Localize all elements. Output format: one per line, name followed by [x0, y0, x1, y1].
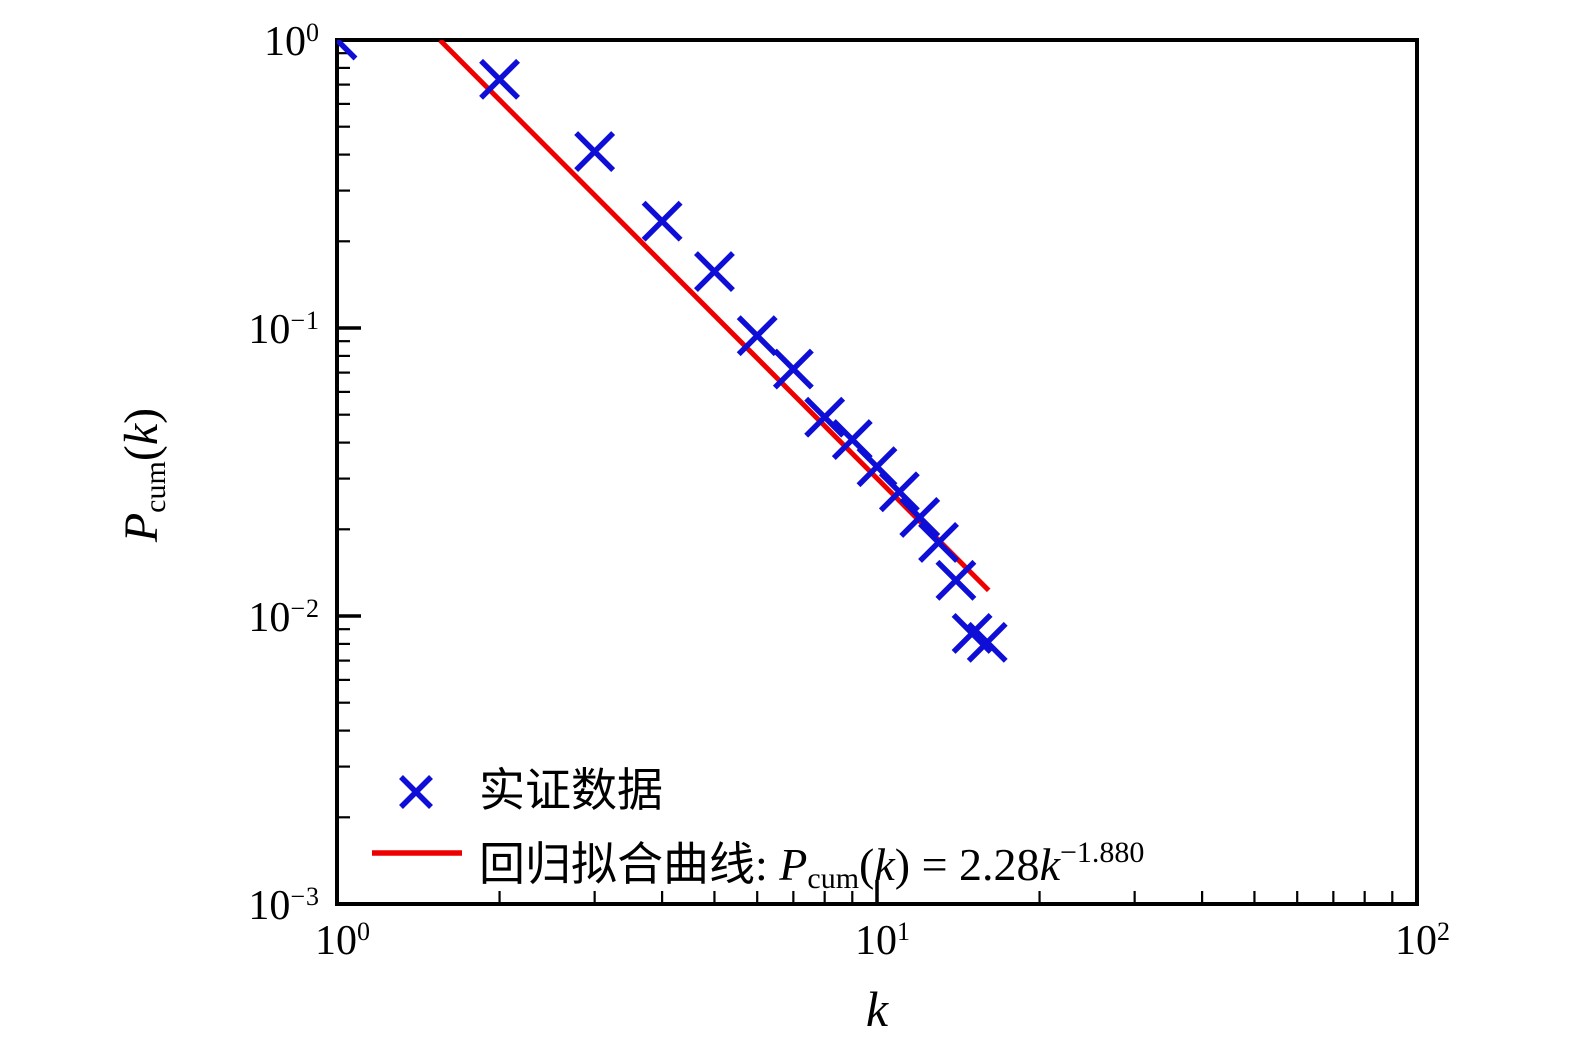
data-point-marker [337, 40, 358, 61]
legend-fit-prefix: 回归拟合曲线: [479, 839, 780, 890]
data-point-marker [736, 315, 778, 357]
y-axis-label: Pcum(k) [112, 75, 172, 875]
data-point-marker [479, 58, 521, 100]
legend-line-icon [372, 850, 462, 856]
ylabel-close: ) [115, 407, 168, 424]
legend-eq-mid: ) = 2.28 [894, 839, 1040, 890]
y-tick-label: 10−2 [248, 593, 320, 641]
data-point-marker [574, 131, 616, 172]
ylabel-P: P [115, 512, 168, 543]
data-layer [337, 40, 1008, 663]
legend-eq-k2: k [1039, 839, 1060, 890]
ylabel-sub: cum [139, 461, 172, 513]
ylabel-k: k [115, 423, 168, 446]
legend-eq-sub: cum [807, 862, 860, 895]
legend-x-marker-icon [399, 775, 433, 809]
data-point-marker [804, 396, 846, 438]
data-point-marker [641, 200, 683, 242]
data-point-marker [966, 621, 1008, 663]
ylabel-open: ( [115, 445, 168, 462]
fit-line [438, 40, 991, 593]
legend-eq-exponent: −1.880 [1059, 836, 1145, 869]
x-tick-label: 101 [855, 917, 911, 964]
data-point-marker [693, 251, 735, 293]
legend-eq-P: P [779, 839, 808, 890]
x-tick-label: 100 [315, 917, 371, 964]
legend-eq-open: ( [859, 839, 875, 890]
x-axis-label: k [865, 981, 889, 1037]
legend-eq-k1: k [874, 839, 895, 890]
y-tick-label: 10−1 [248, 305, 320, 353]
y-tick-label: 100 [264, 17, 320, 65]
data-point-marker [918, 522, 959, 563]
y-tick-label: 10−3 [248, 881, 320, 929]
legend-data-label: 实证数据 [479, 765, 663, 816]
data-point-marker [899, 496, 941, 538]
data-point-marker [878, 471, 920, 513]
legend-fit-label: 回归拟合曲线: Pcum(k) = 2.28k−1.880 [479, 827, 1144, 905]
x-tick-label: 102 [1395, 917, 1451, 964]
data-point-marker [772, 348, 814, 390]
data-point-marker [935, 559, 977, 601]
